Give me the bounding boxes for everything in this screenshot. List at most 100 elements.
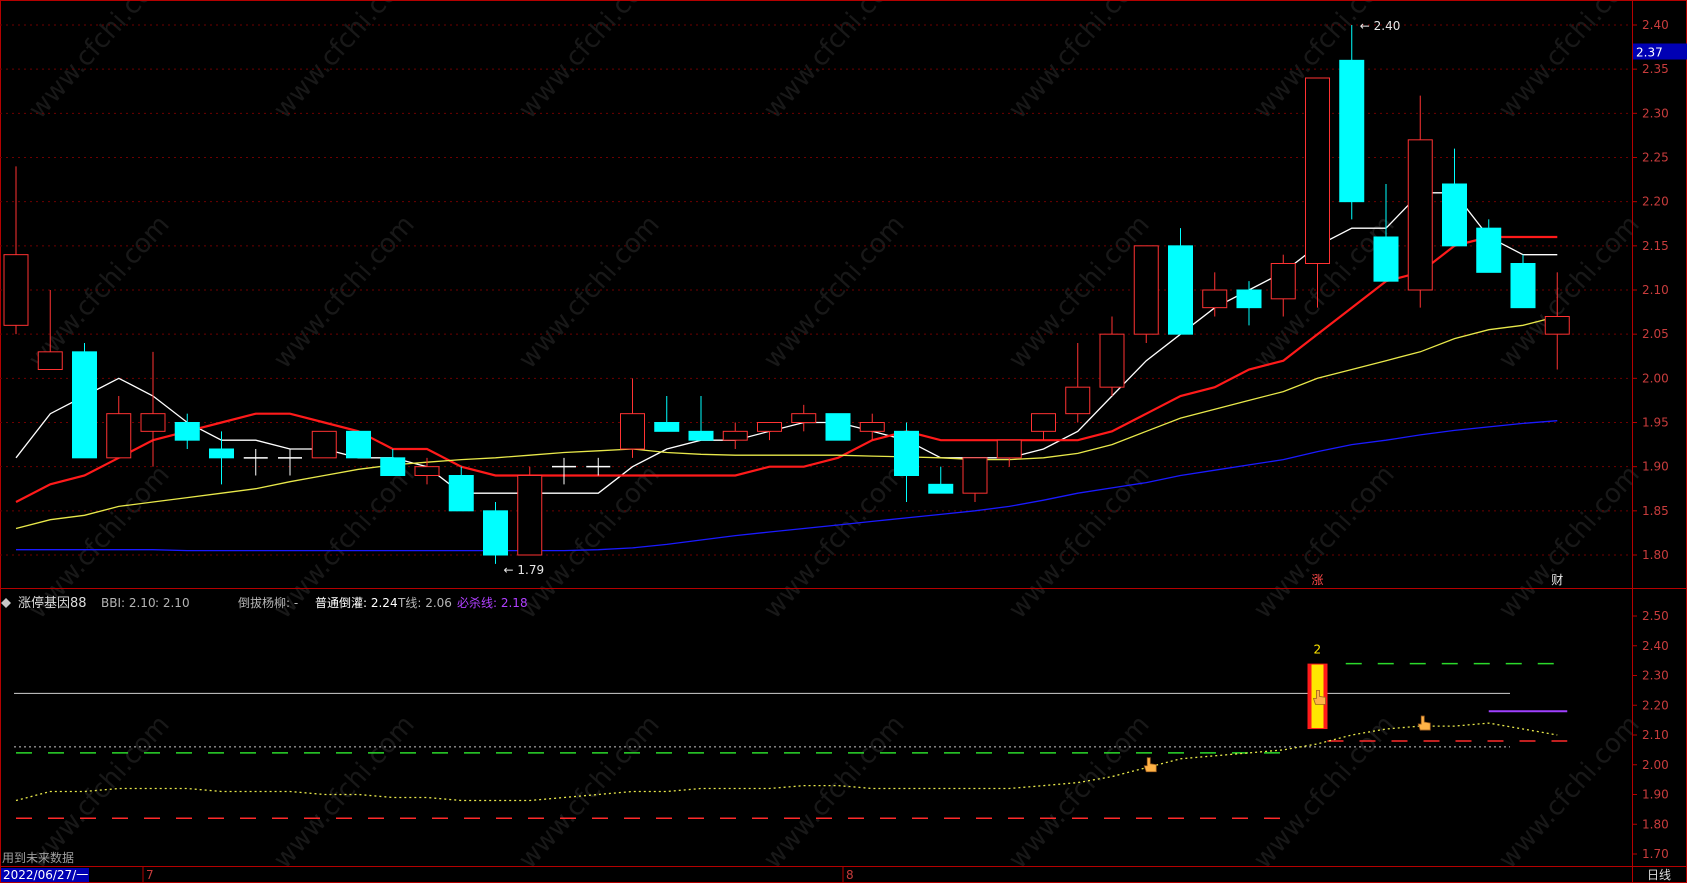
candle-up[interactable] [620, 413, 645, 450]
candle-down[interactable] [1373, 236, 1399, 282]
y-tick-label: 2.40 [1642, 18, 1669, 32]
watermark-text: www.cfchi.com [513, 710, 666, 875]
watermark-text: www.cfchi.com [23, 210, 176, 375]
indicator-y-tick-label: 2.00 [1642, 758, 1669, 772]
candle-up[interactable] [1270, 263, 1296, 300]
candle-up[interactable] [414, 466, 440, 476]
candle-up[interactable] [1133, 245, 1159, 335]
watermark-text: www.cfchi.com [1003, 710, 1156, 875]
candle-up[interactable] [1065, 386, 1091, 415]
watermark-text: www.cfchi.com [758, 210, 911, 375]
candle-up[interactable] [791, 413, 817, 423]
candle-up[interactable] [722, 430, 748, 441]
ma-line-3 [15, 315, 1558, 530]
y-tick-label: 2.10 [1642, 283, 1669, 297]
candle-down[interactable] [894, 430, 919, 477]
period-button: 日线 [1647, 868, 1671, 882]
candle-up[interactable] [1544, 316, 1570, 335]
watermark-text: www.cfchi.com [1003, 210, 1156, 375]
legend-item-6: 必杀线: 2.18 [457, 595, 528, 610]
legend-item-5: T线: 2.06 [397, 596, 452, 610]
candle-up[interactable] [140, 413, 166, 432]
candle-down[interactable] [825, 413, 851, 441]
ma-line-1 [15, 192, 1558, 494]
watermark-text: www.cfchi.com [1493, 460, 1646, 625]
indicator-y-tick-label: 2.30 [1642, 669, 1669, 683]
watermark-text: www.cfchi.com [268, 0, 421, 125]
event-marker-45: 财 [1551, 573, 1563, 587]
hand-pointer-icon [1143, 757, 1157, 773]
candle-down[interactable] [483, 510, 508, 556]
candle-down[interactable] [174, 422, 200, 441]
candle-down[interactable] [688, 430, 714, 441]
y-tick-label: 2.20 [1642, 195, 1669, 209]
candle-up[interactable] [1099, 333, 1125, 388]
candle-up[interactable] [757, 422, 782, 432]
candle-down[interactable] [448, 475, 474, 512]
candle-down[interactable] [1476, 227, 1502, 273]
candle-up[interactable] [517, 475, 543, 556]
y-tick-label: 2.35 [1642, 62, 1669, 76]
high-price-label: ← 2.40 [1360, 19, 1401, 33]
candles [3, 25, 1570, 564]
legend-item-1: BBI: 2.10 [101, 596, 156, 610]
indicator-y-tick-label: 1.90 [1642, 788, 1669, 802]
watermark-text: www.cfchi.com [513, 0, 666, 125]
watermark-text: www.cfchi.com [1248, 460, 1401, 625]
candle-down[interactable] [928, 483, 954, 494]
ma-line-2 [15, 235, 1558, 503]
indicator-legend: 涨停基因88 BBI: 2.10: 2.10 倒拔杨柳: - 普通倒灌: 2.24 T线… [1, 595, 528, 611]
indicator-title: 涨停基因88 [18, 595, 87, 611]
candle-up[interactable] [859, 422, 885, 432]
indicator-y-tick-label: 2.20 [1642, 698, 1669, 712]
hand-pointer-icon [1417, 715, 1431, 731]
future-data-note: 用到未来数据 [2, 850, 74, 865]
y-tick-label: 1.85 [1642, 504, 1669, 518]
legend-item-3: 倒拔杨柳: - [238, 595, 298, 610]
candle-up[interactable] [1202, 289, 1228, 309]
current-price-tag [1633, 43, 1687, 60]
candle-up[interactable] [962, 457, 988, 494]
hand-pointer-33 [1143, 757, 1157, 773]
watermark-text: www.cfchi.com [1003, 0, 1156, 125]
current-price-label: 2.37 [1636, 46, 1663, 60]
candle-down[interactable] [72, 351, 97, 459]
date-box[interactable] [1, 868, 89, 882]
candle-up[interactable] [37, 351, 63, 371]
hand-pointer-signal [1312, 689, 1326, 705]
footer-bar: 用到未来数据 2022/06/27/一 7 8 日线 [1, 850, 1671, 883]
candle-down[interactable] [1168, 245, 1193, 335]
candle-up[interactable] [311, 430, 337, 459]
candle-down[interactable] [346, 430, 371, 459]
bbi-dotted-line [15, 722, 1558, 802]
indicator-y-tick-label: 2.50 [1642, 609, 1669, 623]
main-y-axis: 2.40 2.35 2.30 2.25 2.20 2.15 2.10 2.05 2.00 1.95… [0, 18, 1669, 562]
candle-down[interactable] [1236, 289, 1262, 309]
candle-up[interactable] [1305, 77, 1330, 264]
candle-down[interactable] [1442, 183, 1467, 247]
watermark-text: www.cfchi.com [23, 0, 176, 125]
candle-down[interactable] [209, 448, 234, 459]
footer-date: 2022/06/27/一 [3, 868, 88, 882]
candle-up[interactable] [1407, 139, 1433, 291]
candle-up[interactable] [996, 439, 1022, 459]
legend-item-4: 普通倒灌: 2.24 [315, 596, 398, 610]
candle-up[interactable] [1031, 413, 1056, 432]
candle-down[interactable] [1339, 59, 1365, 203]
ma-line-4 [16, 420, 1558, 552]
watermark-text: www.cfchi.com [1248, 710, 1401, 875]
candle-down[interactable] [380, 457, 406, 477]
candle-down[interactable] [1510, 263, 1536, 309]
candle-up[interactable] [106, 413, 132, 459]
indicator-diamond-icon[interactable] [1, 598, 11, 608]
indicator-y-tick-label: 2.10 [1642, 728, 1669, 742]
candle-up[interactable] [3, 254, 29, 326]
month-label-7: 7 [146, 868, 154, 882]
low-price-label: ← 1.79 [504, 563, 545, 577]
candle-down[interactable] [654, 422, 680, 432]
month-label-8: 8 [846, 868, 854, 882]
y-tick-label: 2.15 [1642, 239, 1669, 253]
